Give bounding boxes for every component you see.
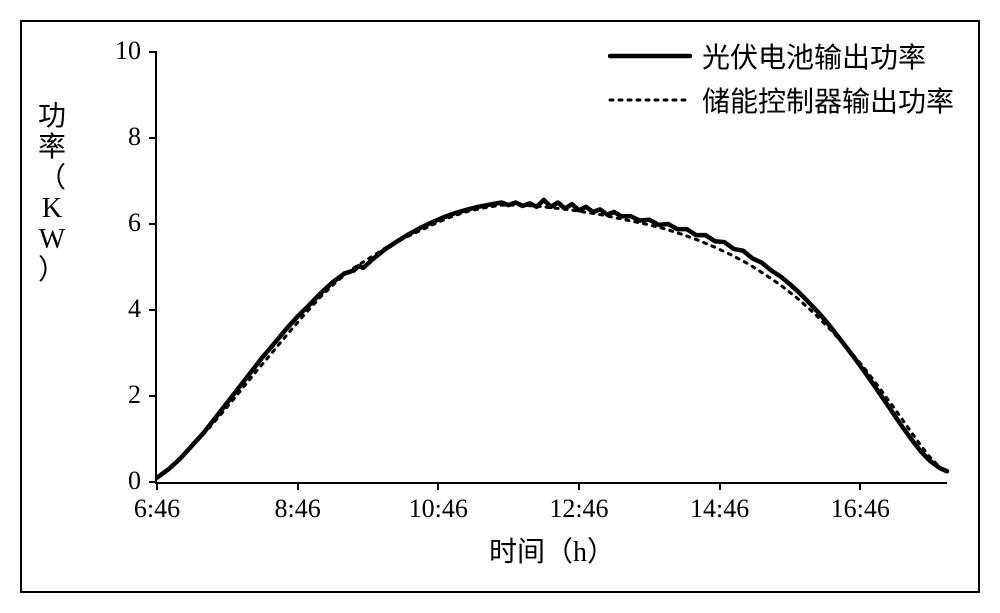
y-tick-label: 2 bbox=[99, 380, 141, 410]
x-tick-label: 12:46 bbox=[549, 494, 608, 524]
x-tick-label: 6:46 bbox=[134, 494, 180, 524]
x-tick bbox=[297, 482, 299, 490]
y-tick bbox=[149, 51, 157, 53]
x-tick-label: 8:46 bbox=[275, 494, 321, 524]
y-tick-label: 4 bbox=[99, 294, 141, 324]
x-tick bbox=[437, 482, 439, 490]
x-tick bbox=[859, 482, 861, 490]
x-axis-title: 时间（h） bbox=[489, 530, 615, 570]
chart-frame: 功率（KW） 时间（h） 光伏电池输出功率储能控制器输出功率 02468106:… bbox=[20, 20, 980, 593]
x-tick-label: 16:46 bbox=[831, 494, 890, 524]
y-tick-label: 0 bbox=[99, 466, 141, 496]
x-axis bbox=[155, 482, 947, 484]
series-pv bbox=[157, 200, 947, 478]
x-tick bbox=[156, 482, 158, 490]
y-tick bbox=[149, 223, 157, 225]
y-tick-label: 8 bbox=[99, 122, 141, 152]
x-tick-label: 14:46 bbox=[690, 494, 749, 524]
x-tick bbox=[719, 482, 721, 490]
y-axis-title: 功率（KW） bbox=[36, 102, 68, 287]
series-layer bbox=[157, 52, 947, 482]
x-tick bbox=[578, 482, 580, 490]
y-tick bbox=[149, 137, 157, 139]
y-tick bbox=[149, 395, 157, 397]
y-tick-label: 6 bbox=[99, 208, 141, 238]
y-tick bbox=[149, 309, 157, 311]
y-tick-label: 10 bbox=[99, 36, 141, 66]
x-tick-label: 10:46 bbox=[409, 494, 468, 524]
